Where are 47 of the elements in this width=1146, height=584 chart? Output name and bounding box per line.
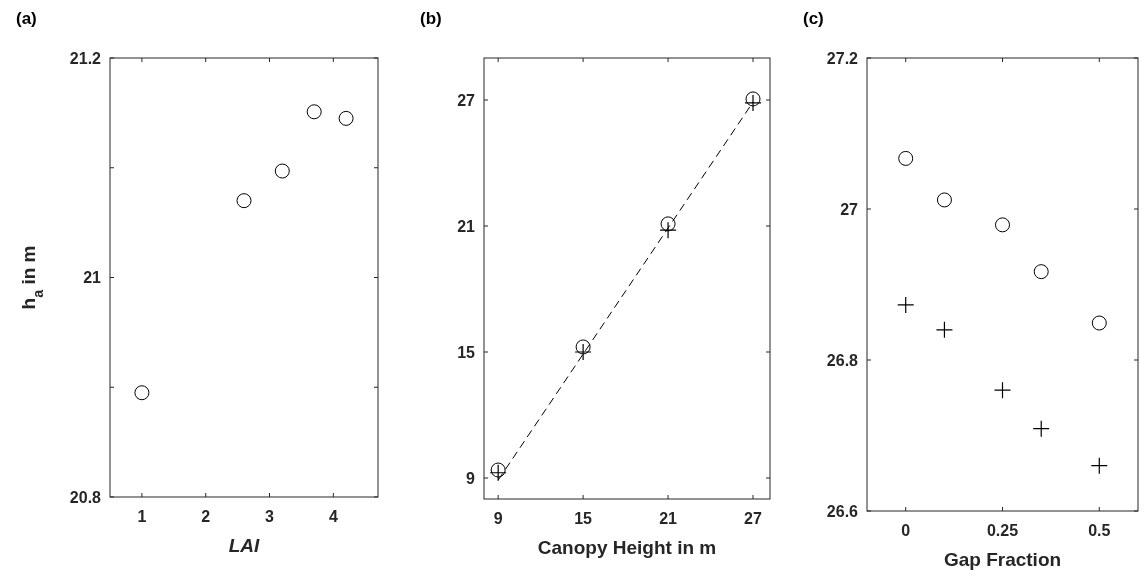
y-tick-label: 21.2 [69, 49, 102, 67]
point [236, 193, 252, 209]
point [574, 343, 592, 361]
point [1090, 457, 1108, 475]
x-tick-label: 4 [328, 508, 338, 525]
y-tick-label: 27 [840, 200, 859, 218]
point [659, 221, 677, 239]
x-tick-label: 1 [137, 508, 147, 525]
chart-title: (c) [803, 9, 824, 28]
chart-title: (a) [16, 9, 37, 28]
y-tick-label: 27 [457, 91, 476, 109]
y-tick-label: 26.8 [826, 351, 859, 369]
x-tick-label: 2 [201, 508, 211, 525]
x-tick-label: 3 [265, 508, 275, 525]
point [338, 110, 354, 126]
y-tick-label: 15 [457, 343, 476, 361]
x-tick-label: 0.25 [986, 522, 1019, 539]
point [897, 296, 915, 314]
x-axis-title: Gap Fraction [943, 549, 1062, 570]
point [995, 217, 1010, 233]
point [306, 104, 322, 120]
y-tick-label: 20.8 [69, 488, 102, 506]
point [936, 192, 952, 208]
y-tick-label: 21 [83, 269, 102, 287]
x-tick-label: 9 [493, 510, 503, 527]
point [274, 163, 290, 179]
chart-title: (b) [420, 9, 442, 28]
y-tick-label: 21 [457, 217, 476, 235]
point [993, 381, 1012, 399]
point [1032, 420, 1050, 438]
point [489, 464, 507, 482]
point [744, 94, 762, 112]
point [134, 385, 150, 401]
point [1033, 264, 1049, 280]
y-tick-label: 9 [466, 469, 476, 487]
x-tick-label: 0.5 [1088, 522, 1111, 539]
x-tick-label: 21 [659, 510, 678, 527]
x-tick-label: 15 [574, 510, 593, 527]
x-axis-title: Canopy Height in m [537, 537, 717, 558]
point [898, 150, 914, 166]
x-tick-label: 27 [744, 510, 763, 527]
y-tick-label: 26.6 [826, 502, 859, 520]
point [935, 321, 954, 339]
x-tick-label: 0 [901, 522, 911, 539]
point [1091, 315, 1107, 331]
y-tick-label: 27.2 [826, 49, 859, 67]
x-axis-title: LAI [228, 535, 261, 556]
